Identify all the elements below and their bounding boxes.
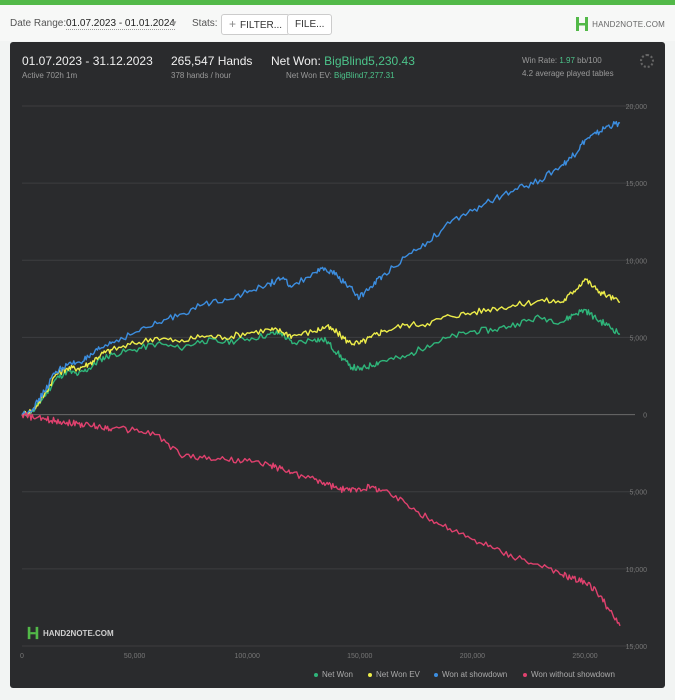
y-tick-label: 15,000 <box>626 181 648 188</box>
y-tick-labels: 20,000 15,000 10,000 5,000 0 5,000 10,000 15,00… <box>626 104 648 651</box>
legend-dot-showdown <box>434 672 438 677</box>
tables-stat: 4.2 average played tables <box>522 69 614 78</box>
grid-lines <box>22 105 635 647</box>
net-won-line <box>21 308 621 417</box>
watermark: HAND2NOTE.COM <box>26 626 114 640</box>
win-rate-stat: Win Rate: 1.97 bb/100 <box>522 56 602 65</box>
net-won-ev-value: BigBlind7,277.31 <box>334 71 395 80</box>
series-lines <box>21 120 621 627</box>
legend-dot-non-showdown <box>523 672 527 677</box>
y-tick-label: 5,000 <box>629 490 647 497</box>
win-rate-unit: bb/100 <box>577 56 602 65</box>
legend-dot-net-won-ev <box>368 672 372 677</box>
y-tick-label: 20,000 <box>626 104 648 111</box>
legend-label-net-won: Net Won <box>322 670 353 679</box>
plus-icon: + <box>229 17 237 31</box>
x-tick-label: 100,000 <box>235 653 260 660</box>
showdown-line <box>21 120 621 416</box>
file-button[interactable]: FILE... <box>287 14 333 35</box>
y-tick-label: 10,000 <box>626 567 648 574</box>
gear-icon[interactable] <box>640 54 654 68</box>
net-won-value: BigBlind5,230.43 <box>324 54 415 68</box>
net-won-ev-line <box>21 278 621 418</box>
filter-button-label: FILTER... <box>240 20 283 31</box>
x-tick-label: 250,000 <box>572 653 597 660</box>
legend-net-won-ev[interactable]: Net Won EV <box>368 670 420 679</box>
net-won-stat: Net Won: BigBlind5,230.43 <box>271 54 415 68</box>
x-tick-labels: 0 50,000 100,000 150,000 200,000 250,000 <box>20 653 598 660</box>
x-tick-label: 0 <box>20 653 24 660</box>
win-rate-value: 1.97 <box>559 56 575 65</box>
graph-panel: 01.07.2023 - 31.12.2023 Active 702h 1m 2… <box>10 42 665 688</box>
net-won-label: Net Won: <box>271 54 321 68</box>
period-title: 01.07.2023 - 31.12.2023 <box>22 54 153 68</box>
toolbar: Date Range: 01.07.2023 - 01.01.2024 ▼ St… <box>0 5 675 41</box>
hands-rate: 378 hands / hour <box>171 71 232 80</box>
y-tick-label: 10,000 <box>626 258 648 265</box>
active-time: Active 702h 1m <box>22 71 78 80</box>
hands-count: 265,547 Hands <box>171 54 253 68</box>
file-button-label: FILE... <box>295 19 325 30</box>
legend-label-showdown: Won at showdown <box>442 670 508 679</box>
x-tick-label: 200,000 <box>460 653 485 660</box>
brand-logo: HAND2NOTE.COM <box>575 16 665 32</box>
legend-dot-net-won <box>314 672 318 677</box>
date-range-select[interactable]: 01.07.2023 - 01.01.2024 <box>66 18 175 30</box>
y-tick-label: 5,000 <box>629 335 647 342</box>
non-showdown-line <box>21 412 621 627</box>
legend-net-won[interactable]: Net Won <box>314 670 353 679</box>
hand2note-logo-icon <box>576 17 589 31</box>
win-rate-label: Win Rate: <box>522 56 558 65</box>
chart-svg: 20,000 15,000 10,000 5,000 0 5,000 10,000 15,00… <box>20 104 648 660</box>
legend-label-non-showdown: Won without showdown <box>531 670 615 679</box>
stats-label: Stats: <box>192 18 218 29</box>
legend-non-showdown[interactable]: Won without showdown <box>523 670 615 679</box>
y-tick-label: 0 <box>643 413 647 420</box>
date-range-label: Date Range: <box>10 18 67 29</box>
top-accent-bar <box>0 0 675 5</box>
y-tick-label: 15,000 <box>626 644 648 651</box>
watermark-text: HAND2NOTE.COM <box>43 628 114 638</box>
chevron-down-icon[interactable]: ▼ <box>170 19 178 28</box>
legend-label-net-won-ev: Net Won EV <box>376 670 420 679</box>
x-tick-label: 150,000 <box>347 653 372 660</box>
filter-button[interactable]: + FILTER... <box>221 14 291 35</box>
net-won-ev-stat: Net Won EV: BigBlind7,277.31 <box>286 71 395 80</box>
logo-text: HAND2NOTE.COM <box>592 19 665 29</box>
net-won-ev-label: Net Won EV: <box>286 71 332 80</box>
x-tick-label: 50,000 <box>124 653 146 660</box>
watermark-logo-icon <box>27 626 39 640</box>
legend-showdown[interactable]: Won at showdown <box>434 670 507 679</box>
